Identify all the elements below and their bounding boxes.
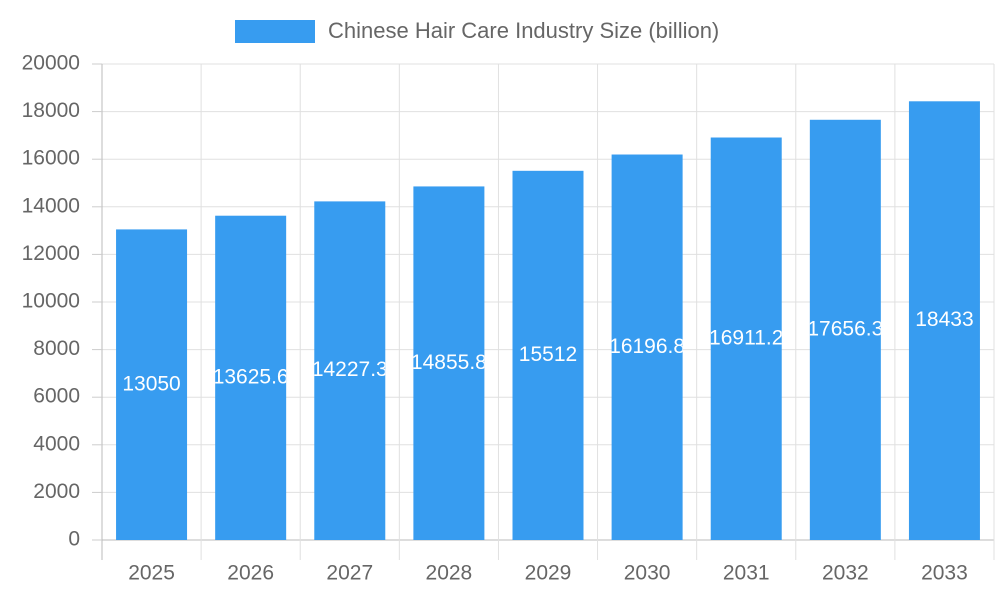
marks: 13050 13625.6 14227.3 14855.8 15512 16196.8 16… — [116, 101, 980, 541]
x-tick-label: 2026 — [227, 562, 274, 585]
bar — [512, 170, 584, 541]
data-label: 16911.2 — [709, 326, 783, 349]
legend-label: Chinese Hair Care Industry Size (billion… — [328, 18, 719, 43]
x-tick-label: 2033 — [921, 562, 968, 585]
bar — [809, 119, 881, 540]
y-tick-label: 8000 — [33, 337, 80, 360]
bar — [908, 101, 980, 540]
x-tick-label: 2027 — [326, 562, 373, 585]
legend-swatch — [235, 20, 315, 43]
y-tick-label: 2000 — [33, 480, 80, 503]
y-tick-label: 14000 — [22, 194, 80, 217]
data-label: 13625.6 — [213, 365, 289, 388]
x-tick-label: 2032 — [822, 562, 869, 585]
y-tick-label: 4000 — [33, 432, 80, 455]
bar — [116, 229, 188, 540]
y-tick-label: 0 — [68, 528, 80, 551]
x-tick-label: 2025 — [128, 562, 175, 585]
x-tick-label: 2029 — [525, 562, 572, 585]
y-tick-label: 20000 — [22, 52, 80, 75]
data-label: 15512 — [519, 343, 577, 366]
bar — [710, 137, 782, 541]
x-tick-label: 2031 — [723, 562, 770, 585]
y-tick-label: 6000 — [33, 385, 80, 408]
bar — [611, 154, 683, 540]
data-label: 17656.3 — [807, 317, 883, 340]
y-tick-label: 12000 — [22, 242, 80, 265]
y-tick-label: 10000 — [22, 290, 80, 313]
bar — [413, 186, 485, 541]
data-label: 16196.8 — [609, 335, 685, 358]
data-label: 18433 — [915, 308, 973, 331]
y-tick-label: 16000 — [22, 147, 80, 170]
data-label: 13050 — [122, 372, 180, 395]
bar — [314, 201, 386, 540]
y-tick-label: 18000 — [22, 99, 80, 122]
x-tick-label: 2030 — [624, 562, 671, 585]
bar — [215, 215, 287, 540]
x-tick-label: 2028 — [426, 562, 473, 585]
data-label: 14227.3 — [312, 358, 388, 381]
data-label: 14855.8 — [411, 351, 487, 374]
